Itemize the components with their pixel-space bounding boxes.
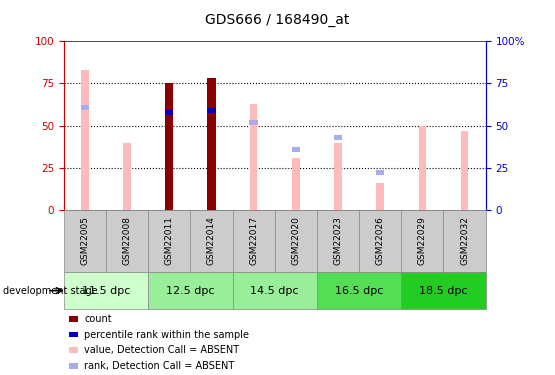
- Bar: [165, 84, 173, 210]
- Bar: [208, 78, 215, 210]
- Text: 18.5 dpc: 18.5 dpc: [419, 286, 468, 296]
- Text: GSM22020: GSM22020: [291, 216, 300, 266]
- Bar: [376, 183, 384, 210]
- Text: GSM22032: GSM22032: [460, 216, 469, 266]
- Bar: [418, 126, 426, 210]
- Text: GSM22023: GSM22023: [334, 216, 342, 266]
- Bar: [249, 120, 258, 125]
- Text: 16.5 dpc: 16.5 dpc: [335, 286, 384, 296]
- Text: GSM22017: GSM22017: [249, 216, 258, 266]
- Text: 11.5 dpc: 11.5 dpc: [82, 286, 130, 296]
- Bar: [80, 105, 89, 110]
- Text: GSM22005: GSM22005: [80, 216, 89, 266]
- Text: GSM22026: GSM22026: [376, 216, 385, 266]
- Bar: [165, 110, 174, 115]
- Bar: [207, 108, 216, 113]
- Text: 12.5 dpc: 12.5 dpc: [166, 286, 215, 296]
- Bar: [250, 104, 258, 210]
- Bar: [461, 131, 468, 210]
- Bar: [207, 108, 216, 113]
- Bar: [334, 142, 342, 210]
- Bar: [81, 70, 89, 210]
- Bar: [123, 142, 131, 210]
- Bar: [165, 110, 174, 115]
- Text: GDS666 / 168490_at: GDS666 / 168490_at: [205, 13, 350, 27]
- Text: GSM22014: GSM22014: [207, 216, 216, 266]
- Text: count: count: [84, 314, 112, 324]
- Bar: [291, 147, 300, 152]
- Text: percentile rank within the sample: percentile rank within the sample: [84, 330, 249, 339]
- Text: GSM22011: GSM22011: [165, 216, 174, 266]
- Text: 14.5 dpc: 14.5 dpc: [250, 286, 299, 296]
- Text: development stage: development stage: [3, 286, 97, 296]
- Bar: [165, 84, 174, 210]
- Text: GSM22008: GSM22008: [123, 216, 132, 266]
- Bar: [292, 158, 300, 210]
- Text: rank, Detection Call = ABSENT: rank, Detection Call = ABSENT: [84, 361, 235, 371]
- Text: value, Detection Call = ABSENT: value, Detection Call = ABSENT: [84, 345, 240, 355]
- Bar: [334, 135, 342, 140]
- Text: GSM22029: GSM22029: [418, 216, 427, 266]
- Bar: [207, 78, 216, 210]
- Bar: [376, 170, 385, 176]
